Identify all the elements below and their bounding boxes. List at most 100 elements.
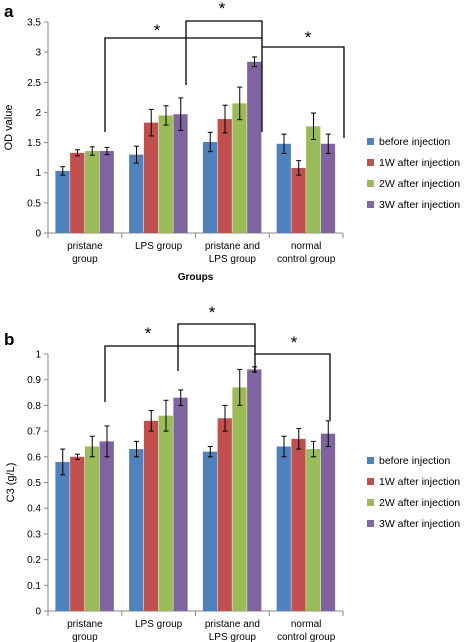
y-tick-label: 1.5 [27, 138, 41, 149]
y-tick-label: 2 [35, 108, 41, 119]
x-category-label: group [72, 632, 98, 642]
bar [158, 415, 173, 611]
bar [202, 451, 218, 611]
x-category-label: control group [277, 254, 336, 265]
bar [143, 122, 159, 233]
significance-bracket [177, 323, 256, 371]
bar [276, 143, 291, 233]
bar [276, 446, 291, 611]
bar [320, 433, 336, 611]
legend-label: 1W after injection [379, 476, 460, 488]
y-tick-label: 0.7 [27, 427, 41, 438]
bar [232, 387, 247, 611]
bar [70, 152, 85, 233]
y-tick-label: 2.5 [27, 78, 41, 89]
bar [55, 170, 70, 233]
x-category-label: control group [277, 632, 336, 642]
panel-b-chart: b 0 0.1 0.2 0.3 0.4 0.5 0.6 0.7 0.8 0.9 1 pristane g… [4, 303, 460, 642]
y-tick-label: 0.8 [27, 401, 41, 412]
legend-label: 1W after injection [379, 157, 460, 169]
panel-a-label: a [4, 2, 14, 21]
x-category-label: LPS group [135, 241, 183, 252]
y-tick-label: 1 [35, 350, 41, 361]
bar [70, 456, 85, 611]
bar [55, 461, 70, 611]
significance-bracket [255, 353, 331, 420]
significance-star: * [154, 21, 161, 40]
bar [232, 103, 247, 233]
x-category-label: pristane and [205, 241, 260, 252]
significance-bracket [262, 46, 345, 138]
legend-label: 2W after injection [379, 497, 460, 509]
y-axis-title: OD value [3, 105, 15, 151]
significance-star: * [145, 324, 152, 343]
bar [173, 397, 188, 611]
y-tick-label: 0.5 [27, 478, 41, 489]
x-category-label: LPS group [209, 632, 257, 642]
bar [99, 441, 114, 611]
legend-swatch [367, 159, 374, 166]
significance-bracket [185, 20, 263, 85]
x-category-label: normal [291, 241, 322, 252]
panel-b-label: b [4, 330, 14, 349]
bar [129, 154, 144, 233]
x-axis-title: Groups [178, 272, 214, 283]
legend-swatch [367, 520, 374, 527]
y-tick-label: 3 [35, 48, 41, 59]
legend-label: 2W after injection [379, 178, 460, 190]
legend-swatch [367, 180, 374, 187]
bar [306, 126, 321, 233]
legend-label: 3W after injection [379, 199, 460, 211]
y-tick-label: 0 [35, 607, 41, 618]
bar [306, 449, 321, 611]
significance-star: * [291, 333, 298, 352]
bar [84, 446, 100, 611]
bar [217, 119, 232, 233]
legend-label: before injection [379, 455, 450, 467]
y-axis-title: C3 (g/L) [5, 463, 17, 503]
x-category-label: pristane [67, 241, 103, 252]
bar [129, 449, 144, 611]
y-tick-label: 0.5 [27, 198, 41, 209]
x-category-label: LPS group [135, 619, 183, 630]
x-category-label: LPS group [209, 254, 257, 265]
y-tick-label: 0.6 [27, 452, 41, 463]
bar [173, 114, 188, 233]
y-tick-label: 0.3 [27, 529, 41, 540]
legend-swatch [367, 201, 374, 208]
legend-swatch [367, 478, 374, 485]
y-tick-label: 1 [35, 168, 41, 179]
x-category-label: pristane and [205, 619, 260, 630]
bar [84, 151, 100, 233]
y-tick-label: 3.5 [27, 18, 41, 29]
bar [320, 143, 336, 233]
bar [291, 438, 306, 611]
significance-bracket [104, 345, 256, 402]
y-tick-label: 0.1 [27, 581, 41, 592]
significance-star: * [209, 303, 216, 322]
significance-star: * [219, 0, 226, 18]
x-category-label: normal [291, 619, 322, 630]
x-category-label: pristane [67, 619, 103, 630]
bar [202, 141, 218, 233]
y-tick-label: 0.9 [27, 375, 41, 386]
bar [291, 167, 306, 233]
bar [217, 418, 232, 611]
bar [158, 115, 173, 233]
bar [247, 61, 262, 233]
panel-a-chart: a 0 0.5 1 1.5 2 2.5 3 3.5 pristane group LPS group… [3, 0, 460, 283]
legend-swatch [367, 457, 374, 464]
bar [247, 369, 262, 611]
y-tick-label: 0.2 [27, 555, 41, 566]
significance-star: * [305, 28, 312, 47]
legend-swatch [367, 499, 374, 506]
x-category-label: group [72, 254, 98, 265]
legend-swatch [367, 138, 374, 145]
bar [99, 151, 114, 233]
bar [143, 420, 159, 611]
legend-label: before injection [379, 136, 450, 148]
y-tick-label: 0.4 [27, 504, 41, 515]
y-tick-label: 0 [35, 229, 41, 240]
legend-label: 3W after injection [379, 518, 460, 530]
